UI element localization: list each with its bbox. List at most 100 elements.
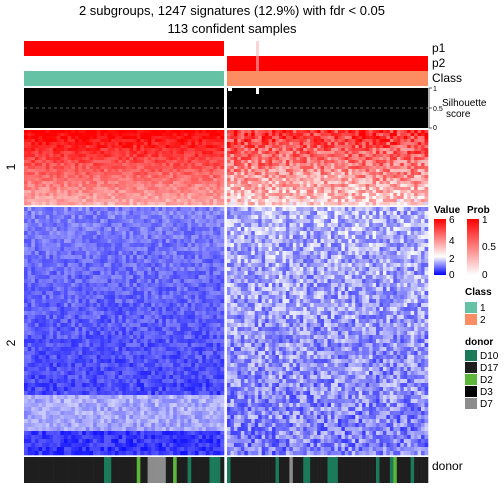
heatmap-cell <box>328 263 332 267</box>
heatmap-cell <box>155 247 159 251</box>
heatmap-cell <box>345 178 349 181</box>
heatmap-cell <box>31 136 35 139</box>
heatmap-cell <box>317 199 321 202</box>
heatmap-cell <box>119 279 123 283</box>
heatmap-cell <box>209 271 213 275</box>
heatmap-cell <box>317 279 321 283</box>
heatmap-cell <box>352 275 356 279</box>
heatmap-cell <box>86 243 90 247</box>
heatmap-cell <box>195 190 199 193</box>
heatmap-cell <box>166 148 170 151</box>
heatmap-cell <box>407 243 411 247</box>
heatmap-cell <box>206 187 210 190</box>
heatmap-cell <box>159 151 163 154</box>
heatmap-cell <box>230 235 234 239</box>
heatmap-cell <box>129 223 133 227</box>
heatmap-cell <box>82 227 86 231</box>
heatmap-cell <box>86 157 90 160</box>
heatmap-cell <box>217 235 221 239</box>
heatmap-cell <box>159 231 163 235</box>
heatmap-cell <box>177 202 181 205</box>
heatmap-cell <box>255 231 259 235</box>
heatmap-cell <box>276 227 280 231</box>
heatmap-cell <box>129 247 133 251</box>
heatmap-cell <box>237 193 241 196</box>
heatmap-cell <box>425 187 429 190</box>
heatmap-cell <box>317 193 321 196</box>
heatmap-cell <box>317 196 321 199</box>
heatmap-cell <box>104 133 108 136</box>
heatmap-cell <box>418 199 422 202</box>
heatmap-cell <box>122 151 126 154</box>
heatmap-cell <box>341 207 345 211</box>
heatmap-cell <box>383 133 387 136</box>
heatmap-cell <box>79 130 83 133</box>
heatmap-cell <box>184 247 188 251</box>
heatmap-cell <box>303 251 307 255</box>
heatmap-cell <box>293 215 297 219</box>
heatmap-cell <box>296 169 300 172</box>
heatmap-cell <box>104 178 108 181</box>
heatmap-cell <box>400 267 404 271</box>
heatmap-cell <box>366 148 370 151</box>
heatmap-cell <box>317 207 321 211</box>
heatmap-cell <box>97 166 101 169</box>
heatmap-cell <box>234 157 238 160</box>
heatmap-cell <box>133 275 137 279</box>
heatmap-cell <box>35 251 39 255</box>
heatmap-cell <box>379 202 383 205</box>
heatmap-cell <box>129 157 133 160</box>
heatmap-cell <box>28 160 32 163</box>
heatmap-cell <box>286 187 290 190</box>
heatmap-cell <box>89 202 93 205</box>
heatmap-cell <box>177 251 181 255</box>
heatmap-cell <box>151 239 155 243</box>
heatmap-cell <box>137 136 141 139</box>
heatmap-cell <box>71 187 75 190</box>
heatmap-cell <box>334 181 338 184</box>
heatmap-cell <box>234 231 238 235</box>
heatmap-cell <box>237 196 241 199</box>
heatmap-cell <box>220 259 224 263</box>
heatmap-cell <box>39 151 43 154</box>
heatmap-cell <box>269 133 273 136</box>
heatmap-cell <box>191 207 195 211</box>
heatmap-cell <box>75 139 79 142</box>
heatmap-cell <box>307 235 311 239</box>
heatmap-cell <box>93 227 97 231</box>
heatmap-cell <box>46 263 50 267</box>
heatmap-cell <box>400 271 404 275</box>
heatmap-cell <box>126 215 130 219</box>
heatmap-cell <box>169 219 173 223</box>
heatmap-cell <box>202 154 206 157</box>
heatmap-cell <box>191 133 195 136</box>
heatmap-cell <box>386 175 390 178</box>
heatmap-cell <box>195 202 199 205</box>
heatmap-cell <box>155 275 159 279</box>
heatmap-cell <box>404 231 408 235</box>
heatmap-cell <box>191 172 195 175</box>
heatmap-cell <box>338 130 342 133</box>
heatmap-cell <box>407 279 411 283</box>
heatmap-cell <box>122 255 126 259</box>
heatmap-cell <box>169 223 173 227</box>
heatmap-cell <box>39 223 43 227</box>
heatmap-cell <box>328 231 332 235</box>
heatmap-cell <box>314 251 318 255</box>
heatmap-cell <box>418 160 422 163</box>
heatmap-cell <box>155 178 159 181</box>
heatmap-cell <box>265 255 269 259</box>
heatmap-cell <box>262 130 266 133</box>
heatmap-cell <box>28 193 32 196</box>
heatmap-cell <box>314 178 318 181</box>
heatmap-cell <box>206 231 210 235</box>
heatmap-cell <box>310 181 314 184</box>
heatmap-cell <box>64 148 68 151</box>
heatmap-cell <box>126 190 130 193</box>
heatmap-cell <box>46 193 50 196</box>
heatmap-cell <box>46 279 50 283</box>
heatmap-cell <box>97 175 101 178</box>
heatmap-cell <box>234 154 238 157</box>
heatmap-cell <box>279 142 283 145</box>
heatmap-cell <box>390 279 394 283</box>
